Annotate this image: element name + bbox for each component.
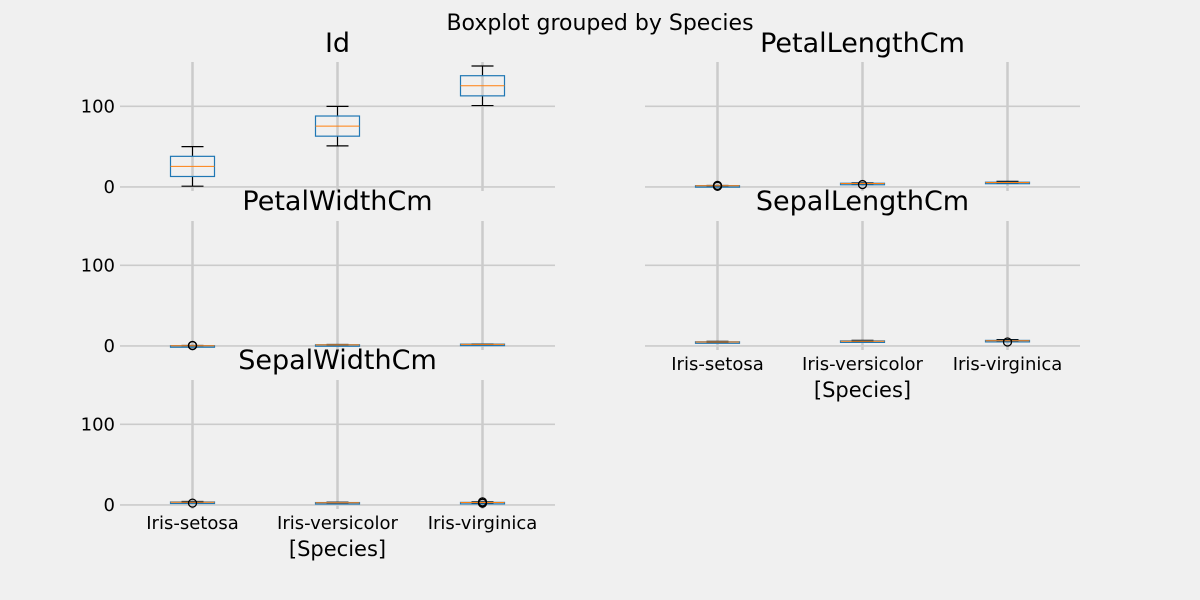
y-tick-label: 0 — [104, 336, 115, 357]
box-iris-versicolor — [839, 179, 886, 190]
outlier-point — [712, 180, 723, 191]
panel-title: PetalLengthCm — [760, 28, 965, 59]
x-axis-label: [Species] — [289, 537, 386, 561]
panel-title: SepalWidthCm — [238, 345, 437, 376]
outlier-point — [187, 498, 198, 508]
x-tick-label: Iris-setosa — [671, 354, 764, 375]
box-iris-virginica — [984, 180, 1031, 185]
box-iris-setosa — [169, 498, 216, 508]
panel-sepalwidthcm: 0 100 Iris-setosa Iris-versicolor Iris-virgi… — [81, 345, 555, 561]
outlier-point — [857, 179, 868, 190]
panel-title: SepalLengthCm — [756, 186, 969, 217]
box-iris-virginica — [459, 65, 506, 107]
y-tick-label: 100 — [81, 255, 115, 276]
box-iris-setosa — [169, 340, 216, 351]
x-tick-label: Iris-versicolor — [277, 513, 399, 534]
box-iris-versicolor — [314, 105, 361, 147]
y-tick-label: 0 — [104, 495, 115, 516]
box-iris-setosa — [169, 146, 216, 187]
outlier-point — [1002, 337, 1013, 347]
box-iris-virginica — [459, 497, 506, 508]
x-tick-label: Iris-setosa — [146, 513, 239, 534]
panel-petalwidthcm: 0 100 PetalWidthCm — [81, 186, 555, 357]
panel-title: PetalWidthCm — [242, 186, 432, 217]
box-iris-versicolor — [839, 339, 886, 343]
x-tick-label: Iris-virginica — [428, 513, 538, 534]
x-tick-label: Iris-virginica — [953, 354, 1063, 375]
panel-id: 0 100 Id — [81, 28, 555, 198]
box-iris-virginica — [459, 343, 506, 347]
box-iris-versicolor — [314, 501, 361, 505]
box-iris-setosa — [694, 180, 741, 191]
y-tick-label: 0 — [104, 177, 115, 198]
panel-petallengthcm: PetalLengthCm — [645, 28, 1080, 191]
panel-title: Id — [325, 28, 350, 59]
box-iris-versicolor — [314, 343, 361, 347]
figure-title: Boxplot grouped by Species — [446, 11, 753, 36]
box-iris-setosa — [694, 340, 741, 344]
outlier-point — [187, 340, 198, 351]
y-tick-label: 100 — [81, 96, 115, 117]
panel-sepallengthcm: Iris-setosa Iris-versicolor Iris-virginica… — [645, 186, 1080, 402]
x-axis-label: [Species] — [814, 378, 911, 402]
y-tick-label: 100 — [81, 414, 115, 435]
x-tick-label: Iris-versicolor — [802, 354, 924, 375]
outlier-point — [477, 497, 488, 507]
box-iris-virginica — [984, 337, 1031, 347]
